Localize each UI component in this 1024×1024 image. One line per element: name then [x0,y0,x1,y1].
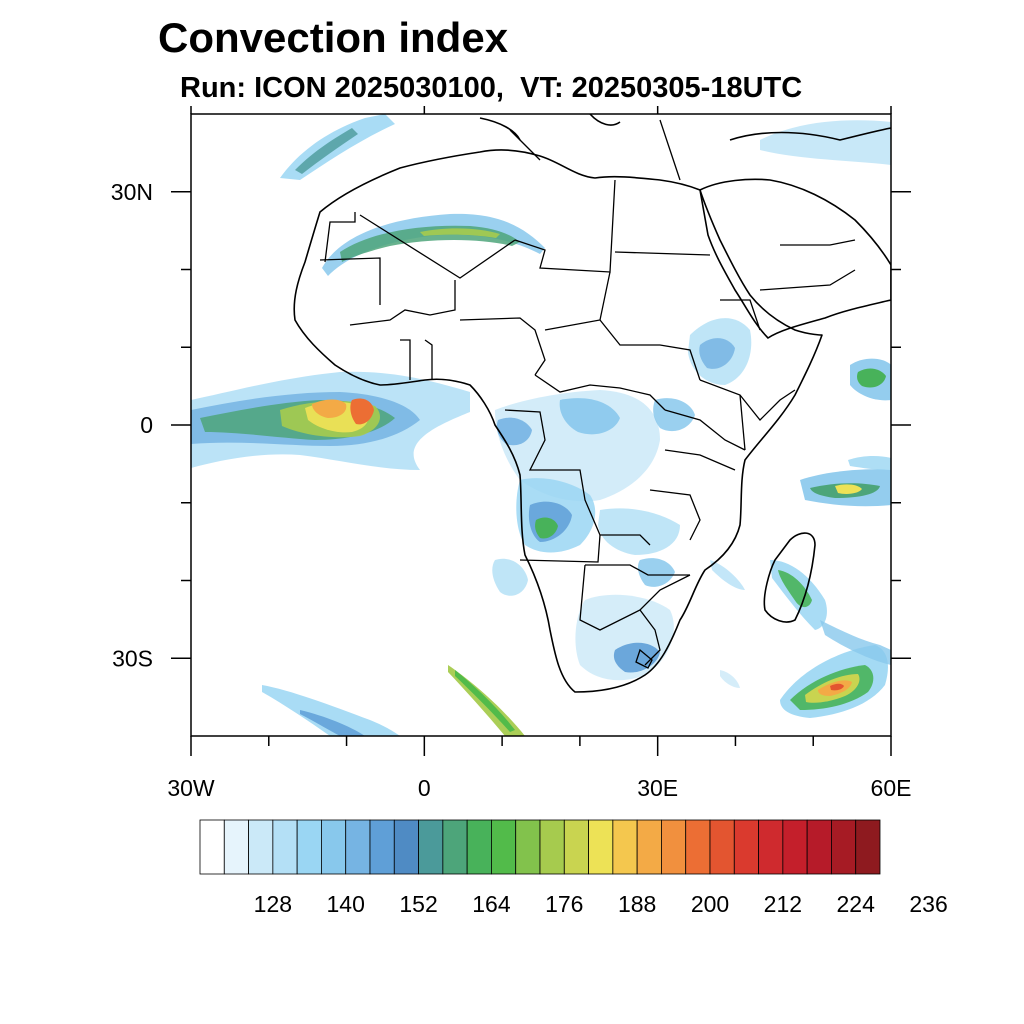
colorbar-swatch [806,819,832,875]
colorbar-swatch [491,819,517,875]
lon-tick-label: 60E [871,775,912,801]
colorbar-swatch [709,819,735,875]
colorbar [199,819,881,875]
chart-title: Convection index [158,14,509,61]
convection-field [191,114,891,736]
lat-tick-label: 30N [111,179,153,205]
colorbar-swatch [466,819,492,875]
colorbar-labels: 128 140 152 164 176 188 200 212 224 236 [254,891,948,917]
colorbar-label: 212 [764,891,802,917]
colorbar-swatch [223,819,249,875]
colorbar-swatch [345,819,371,875]
lon-tick-label: 0 [418,775,431,801]
colorbar-swatch [831,819,857,875]
colorbar-label: 152 [399,891,437,917]
colorbar-label: 224 [837,891,876,917]
colorbar-swatch [636,819,662,875]
country-borders [319,119,856,669]
colorbar-swatch [515,819,541,875]
colorbar-label: 188 [618,891,656,917]
lat-tick-label: 0 [140,412,153,438]
colorbar-swatch [393,819,419,875]
colorbar-swatch [661,819,687,875]
axis-ticks [171,106,911,756]
colorbar-label: 128 [254,891,292,917]
colorbar-label: 200 [691,891,729,917]
colorbar-swatch [563,819,589,875]
colorbar-swatch [539,819,565,875]
colorbar-swatch [758,819,784,875]
colorbar-swatch [296,819,322,875]
colorbar-swatch [272,819,298,875]
lon-tick-label: 30W [167,775,215,801]
colorbar-swatch [733,819,759,875]
colorbar-label: 164 [472,891,511,917]
chart-subtitle: Run: ICON 2025030100, VT: 20250305-18UTC [180,72,803,104]
colorbar-swatch [248,819,274,875]
arabia [699,178,891,339]
colorbar-swatch [612,819,638,875]
colorbar-swatch [685,819,711,875]
lat-tick-label: 30S [112,645,153,671]
africa-coastline [293,149,823,693]
colorbar-swatch [855,819,881,875]
colorbar-label: 236 [909,891,947,917]
colorbar-label: 140 [327,891,365,917]
colorbar-swatch [588,819,614,875]
colorbar-swatch [321,819,347,875]
colorbar-swatch [442,819,468,875]
axis-tick-labels: 30W 0 30E 60E 30N 0 30S [111,179,912,801]
lon-tick-label: 30E [637,775,678,801]
colorbar-swatch [782,819,808,875]
madagascar [763,532,816,623]
colorbar-swatch [199,819,225,875]
colorbar-swatch [418,819,444,875]
colorbar-label: 176 [545,891,583,917]
colorbar-swatch [369,819,395,875]
